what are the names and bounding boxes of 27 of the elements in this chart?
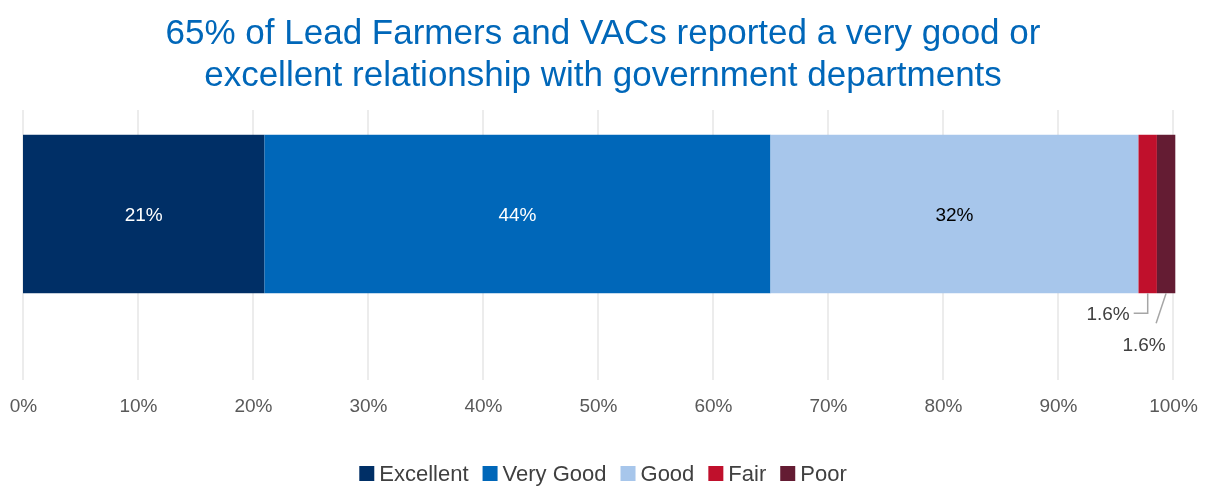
chart-title: 65% of Lead Farmers and VACs reported a very good or excellent relationship with government departments — [165, 12, 1041, 93]
legend-label: Fair — [728, 461, 767, 486]
data-label: 1.6% — [1086, 303, 1130, 325]
x-tick-label: 50% — [579, 395, 618, 417]
bar — [23, 134, 265, 294]
legend-label: Poor — [800, 461, 847, 486]
bar — [770, 134, 1139, 294]
data-label: 1.6% — [1122, 334, 1166, 356]
x-tick-label: 30% — [349, 395, 388, 417]
bar — [1156, 134, 1176, 294]
x-tick-label: 20% — [234, 395, 273, 417]
data-label: 21% — [124, 204, 163, 225]
x-tick-label: 60% — [694, 395, 733, 417]
legend-label: Very Good — [502, 461, 607, 486]
x-tick-label: 80% — [924, 395, 963, 417]
bar — [1138, 134, 1157, 294]
x-tick-label: 100% — [1149, 395, 1198, 417]
x-tick-label: 90% — [1039, 395, 1078, 417]
bar — [264, 134, 771, 294]
data-label: 32% — [935, 204, 974, 225]
x-tick-label: 0% — [9, 395, 38, 417]
x-tick-label: 10% — [119, 395, 158, 417]
x-tick-label: 40% — [464, 395, 503, 417]
x-tick-label: 70% — [809, 395, 848, 417]
data-label: 44% — [498, 204, 537, 225]
legend-label: Excellent — [379, 461, 469, 486]
legend-label: Good — [640, 461, 695, 486]
